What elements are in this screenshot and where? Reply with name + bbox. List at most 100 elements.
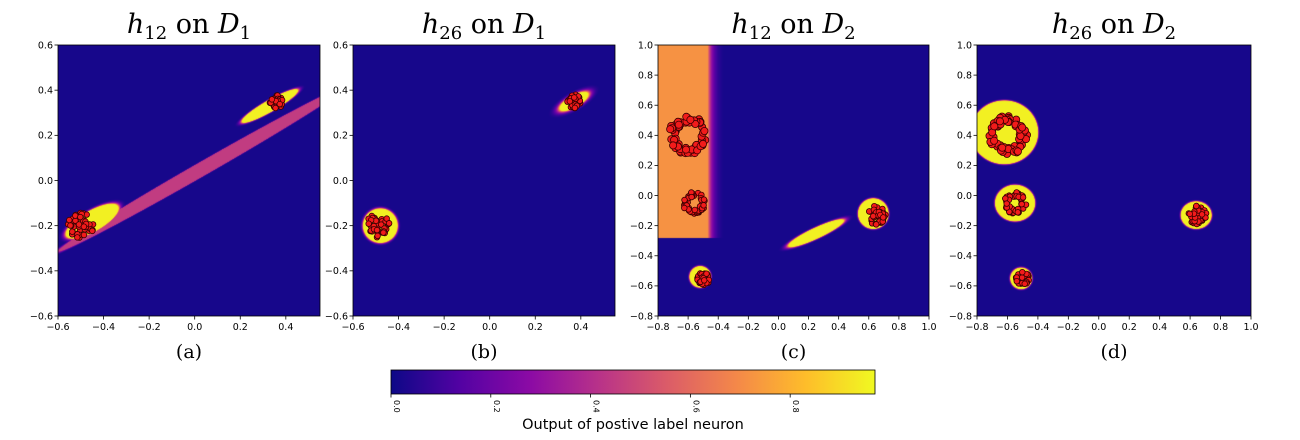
data-point bbox=[67, 222, 74, 229]
point-cluster-1 bbox=[985, 112, 1032, 158]
colorbar: 0.0 0.2 0.4 0.6 0.8 Output of postive label n… bbox=[390, 369, 876, 433]
data-point bbox=[995, 117, 1004, 126]
x-tick-label: 0.0 bbox=[1091, 322, 1106, 333]
y-tick-label: −0.8 bbox=[630, 311, 653, 322]
y-tick-label: 1.0 bbox=[638, 40, 653, 51]
panel-caption: (a) bbox=[176, 341, 202, 363]
x-tick-label: −0.6 bbox=[996, 322, 1019, 333]
point-cluster-1 bbox=[64, 209, 97, 241]
x-tick-label: 0.2 bbox=[1122, 322, 1137, 333]
data-point bbox=[1013, 147, 1022, 156]
colorbar-tick-label: 0.6 bbox=[691, 400, 700, 413]
data-point bbox=[69, 228, 76, 235]
panel-caption: (c) bbox=[781, 341, 806, 363]
data-point bbox=[365, 220, 372, 227]
colorbar-tick-label: 0.2 bbox=[492, 400, 501, 413]
point-cluster-2 bbox=[564, 91, 584, 112]
data-point bbox=[66, 216, 73, 224]
data-point bbox=[700, 127, 709, 136]
data-point bbox=[77, 213, 84, 221]
y-tick-label: 0.2 bbox=[638, 161, 653, 172]
data-point bbox=[703, 270, 710, 277]
data-point bbox=[571, 104, 579, 112]
y-tick-label: 0.6 bbox=[333, 40, 348, 51]
panel-d: −0.8 −0.6 −0.4 −0.2 0.0 0.2 0.4 0.6 0.8 1.0 −0.8 −0… bbox=[949, 9, 1259, 363]
data-point bbox=[682, 145, 691, 154]
y-tick-label: −0.6 bbox=[949, 281, 972, 292]
x-tick-label: −0.4 bbox=[707, 322, 730, 333]
y-tick-label: −0.4 bbox=[949, 251, 972, 262]
data-point bbox=[1018, 274, 1026, 281]
x-tick-label: 0.4 bbox=[278, 322, 293, 333]
data-point bbox=[873, 221, 880, 228]
y-tick-label: −0.6 bbox=[630, 281, 653, 292]
y-tick-label: −0.4 bbox=[325, 266, 348, 277]
x-tick-label: 1.0 bbox=[1243, 322, 1258, 333]
x-tick-label: 0.6 bbox=[861, 322, 876, 333]
x-tick-label: −0.6 bbox=[677, 322, 700, 333]
y-tick-label: 0.4 bbox=[333, 85, 348, 96]
x-tick-label: −0.2 bbox=[737, 322, 760, 333]
x-tick-label: −0.8 bbox=[965, 322, 988, 333]
data-point bbox=[870, 212, 877, 220]
data-point bbox=[380, 229, 387, 236]
data-point bbox=[1193, 202, 1200, 210]
point-cluster-1 bbox=[365, 212, 393, 241]
colorbar-tick-label: 0.0 bbox=[392, 400, 401, 413]
data-point bbox=[990, 122, 999, 131]
data-point bbox=[268, 96, 276, 103]
x-tick-label: −0.6 bbox=[341, 322, 364, 333]
x-tick-label: 0.4 bbox=[831, 322, 846, 333]
data-point bbox=[688, 193, 695, 201]
heatmap-image bbox=[58, 45, 320, 316]
y-tick-label: 0.2 bbox=[957, 161, 972, 172]
x-tick-label: 0.0 bbox=[771, 322, 786, 333]
data-point bbox=[1186, 210, 1193, 218]
panels: −0.6 −0.4 −0.2 0.0 0.2 0.4 −0.6 −0.4 −0.2 0.0 0.2 0… bbox=[30, 9, 1259, 363]
data-point bbox=[681, 204, 688, 212]
y-tick-label: −0.2 bbox=[630, 221, 653, 232]
point-cluster-3 bbox=[866, 202, 889, 228]
panel-caption: (d) bbox=[1101, 341, 1128, 363]
y-tick-label: −0.2 bbox=[30, 221, 53, 232]
data-point bbox=[276, 100, 283, 108]
colorbar-tick-label: 0.8 bbox=[791, 400, 800, 413]
data-point bbox=[571, 94, 578, 101]
x-tick-label: 0.8 bbox=[1213, 322, 1228, 333]
y-tick-label: −0.8 bbox=[949, 311, 972, 322]
point-cluster-2 bbox=[1002, 189, 1030, 217]
data-point bbox=[699, 139, 708, 148]
y-tick-label: 0.6 bbox=[638, 101, 653, 112]
point-cluster-4 bbox=[694, 270, 712, 288]
panel-title: h26 on D1 bbox=[422, 9, 546, 44]
data-point bbox=[700, 202, 707, 209]
y-tick-label: 0.2 bbox=[333, 131, 348, 142]
x-tick-label: 0.2 bbox=[233, 322, 248, 333]
x-tick-label: −0.2 bbox=[433, 322, 456, 333]
data-point bbox=[74, 234, 81, 241]
data-point bbox=[666, 125, 675, 134]
x-tick-label: 0.2 bbox=[528, 322, 543, 333]
panel-c: −0.8 −0.6 −0.4 −0.2 0.0 0.2 0.4 0.6 0.8 1.0 −0.8 −0… bbox=[630, 9, 937, 363]
x-tick-label: −0.2 bbox=[1057, 322, 1080, 333]
data-point bbox=[700, 196, 708, 203]
data-point bbox=[89, 227, 96, 235]
y-tick-label: −0.6 bbox=[325, 311, 348, 322]
point-cluster-2 bbox=[266, 92, 286, 112]
data-point bbox=[373, 226, 381, 234]
heatmap-image bbox=[353, 45, 615, 316]
data-point bbox=[669, 141, 678, 150]
y-tick-label: −0.4 bbox=[630, 251, 653, 262]
colorbar-label: Output of postive label neuron bbox=[522, 417, 744, 433]
x-tick-label: −0.4 bbox=[92, 322, 115, 333]
data-point bbox=[686, 115, 695, 124]
data-point bbox=[691, 206, 698, 214]
y-tick-label: −0.6 bbox=[30, 311, 53, 322]
data-point bbox=[80, 231, 88, 239]
data-point bbox=[385, 220, 393, 227]
y-tick-label: 0.8 bbox=[957, 70, 972, 81]
colorbar-tick-label: 0.4 bbox=[592, 400, 601, 413]
data-point bbox=[1003, 200, 1010, 207]
point-cluster-1 bbox=[666, 112, 710, 158]
